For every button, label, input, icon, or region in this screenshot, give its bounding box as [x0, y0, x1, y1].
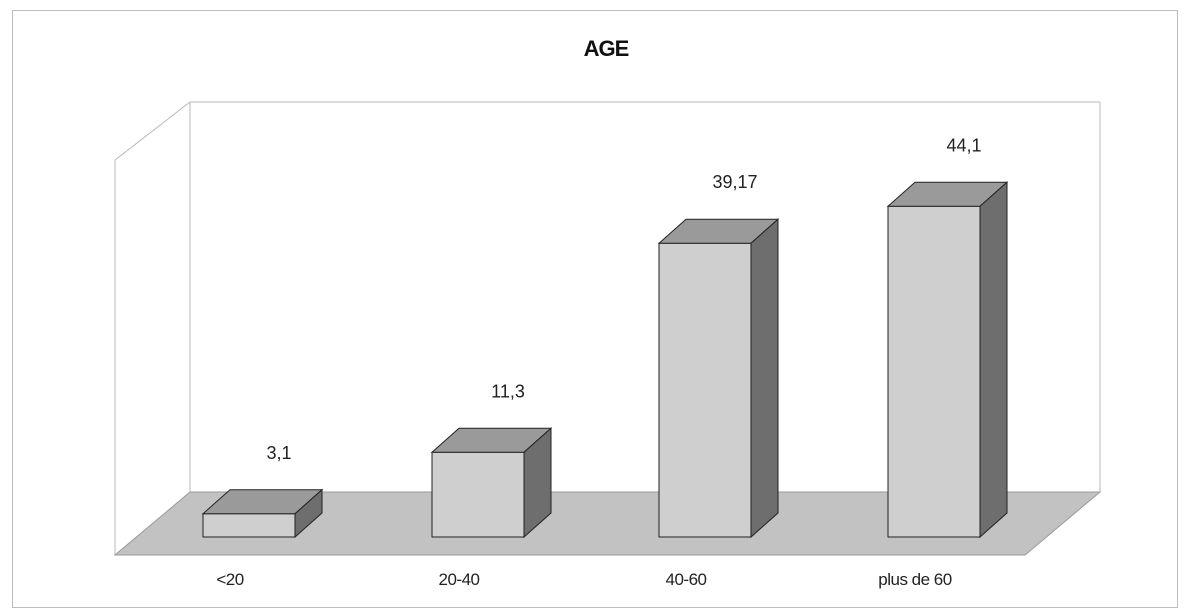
- bar-side-face: [979, 181, 1008, 539]
- chart-floor-plane: [113, 491, 1102, 556]
- wall-line: [114, 101, 191, 161]
- bar-front-face: [202, 513, 296, 538]
- chart-walls: [114, 101, 1101, 555]
- bar: [886, 181, 1009, 539]
- x-tick-label: <20: [216, 570, 243, 589]
- bar-side-face: [750, 218, 779, 539]
- x-tick-label: plus de 60: [878, 570, 951, 589]
- data-label: 11,3: [491, 381, 525, 401]
- chart-title: AGE: [584, 36, 629, 61]
- bar-front-face: [431, 451, 525, 538]
- x-tick-label: 20-40: [439, 570, 480, 589]
- bars-group: [201, 181, 1009, 539]
- bar: [430, 427, 553, 539]
- bar: [657, 218, 780, 539]
- x-tick-label: 40-60: [666, 570, 707, 589]
- bar: [201, 488, 324, 539]
- data-labels-group: 3,1 11,3 39,17 44,1: [266, 135, 981, 463]
- bar-front-face: [658, 242, 752, 538]
- bar-side-face: [294, 488, 323, 539]
- x-tick-labels-group: <20 20-40 40-60 plus de 60: [216, 570, 952, 589]
- data-label: 44,1: [946, 135, 981, 155]
- bar-side-face: [523, 427, 552, 539]
- data-label: 39,17: [712, 172, 757, 192]
- bar-front-face: [887, 205, 981, 538]
- chart-floor: [113, 491, 1102, 556]
- data-label: 3,1: [266, 443, 291, 463]
